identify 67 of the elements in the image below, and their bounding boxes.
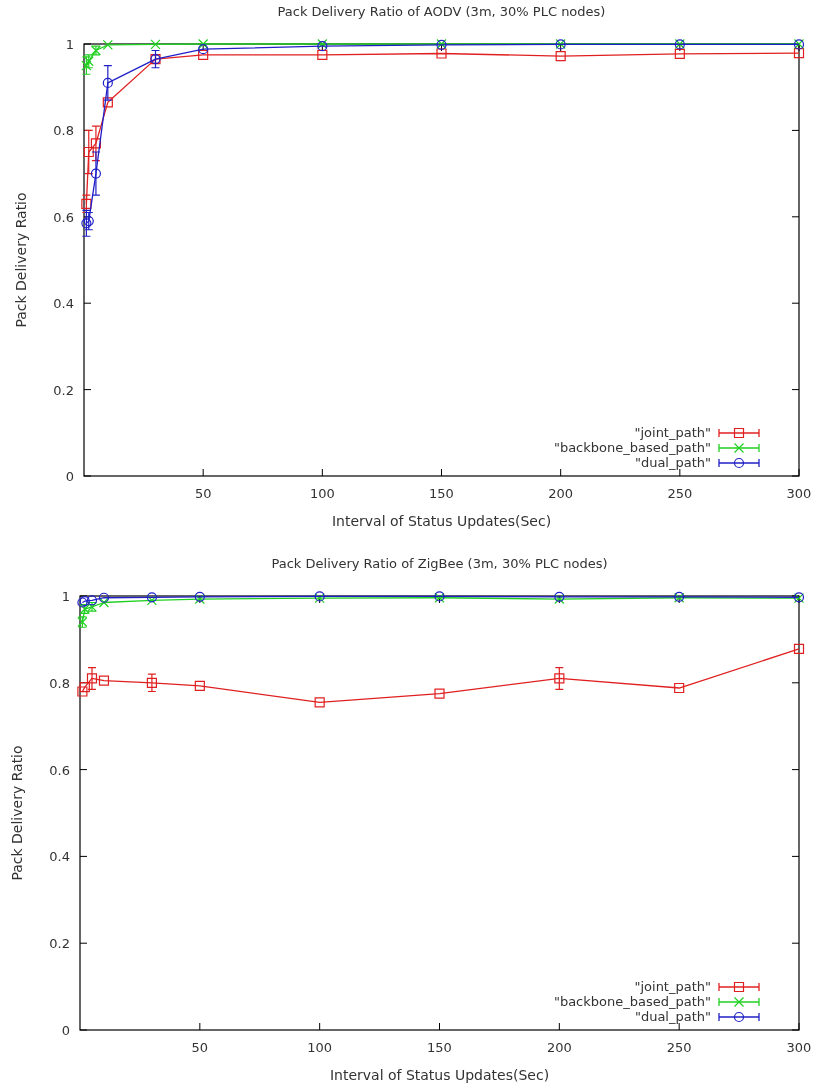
legend-label: "dual_path" [634,455,711,470]
y-axis-title: Pack Delivery Ratio [9,745,25,881]
x-tick-label: 150 [429,486,454,501]
y-axis-title: Pack Delivery Ratio [13,192,29,328]
point [90,138,102,149]
point [150,39,161,50]
y-tick-label: 0.8 [53,123,74,139]
y-tick-label: 1 [65,37,74,52]
legend-label: "joint_path" [634,979,711,994]
y-tick-label: 0.2 [53,382,74,398]
point [198,49,209,60]
point [90,168,102,179]
legend-label: "backbone_based_path" [553,994,711,1009]
point [102,97,113,108]
point [198,38,209,50]
x-tick-label: 150 [427,1040,452,1055]
x-axis-title: Interval of Status Updates(Sec) [331,513,552,529]
x-tick-label: 300 [786,486,812,501]
x-axis-title: Interval of Status Updates(Sec) [329,1067,550,1083]
point [146,677,157,688]
x-tick-label: 250 [667,486,693,501]
point [194,680,205,691]
legend-label: "joint_path" [634,425,711,440]
legend-label: "dual_path" [634,1009,711,1024]
point [436,48,447,59]
point [98,592,110,603]
point [198,44,209,55]
chart-title: Pack Delivery Ratio of ZigBee (3m, 30% PLC nodes) [271,556,608,571]
point [317,49,328,60]
point [674,682,685,694]
x-tick-label: 50 [191,1040,209,1055]
y-tick-label: 1 [61,589,70,604]
point [793,47,805,59]
x-tick-label: 100 [307,1040,333,1055]
x-tick-label: 300 [786,1040,812,1055]
chart-title: Pack Delivery Ratio of AODV (3m, 30% PLC nodes) [277,4,606,19]
point [793,643,805,655]
y-tick-label: 0 [61,1023,70,1038]
y-tick-label: 0 [65,469,74,484]
y-tick-label: 0.2 [49,936,70,952]
point [83,146,94,158]
x-tick-label: 200 [548,486,574,501]
point [314,697,325,708]
point [434,688,445,699]
point [674,48,685,60]
point [86,673,98,684]
point [86,595,98,606]
point [81,60,92,71]
point [79,682,90,693]
y-tick-label: 0.4 [53,296,74,312]
x-tick-label: 100 [309,486,335,501]
y-tick-label: 0.8 [49,675,70,691]
x-tick-label: 50 [194,486,212,501]
point [102,77,113,88]
point [81,198,92,209]
point [555,51,566,62]
y-tick-label: 0.6 [49,762,70,778]
x-tick-label: 250 [666,1040,692,1055]
point [102,39,113,50]
point [98,597,110,608]
legend-label: "backbone_based_path" [553,440,711,455]
y-tick-label: 0.6 [53,209,74,225]
y-tick-label: 0.4 [49,849,70,865]
x-tick-label: 200 [546,1040,572,1055]
point [554,673,565,684]
point [98,675,110,686]
point [77,686,88,697]
